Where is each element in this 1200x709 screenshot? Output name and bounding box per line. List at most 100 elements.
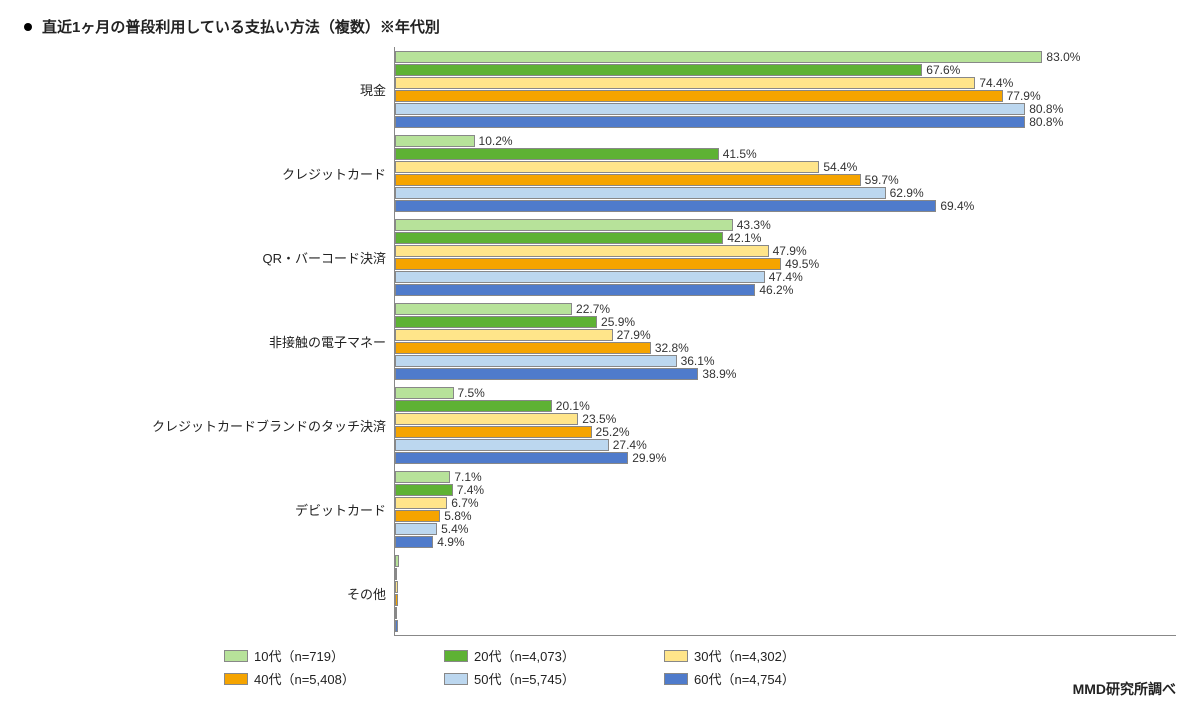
bar: [395, 568, 397, 580]
bar-value-label: 47.9%: [773, 245, 807, 257]
legend-swatch: [444, 650, 468, 662]
legend-item: 20代（n=4,073）: [444, 646, 664, 665]
bar-value-label: 7.5%: [458, 387, 485, 399]
legend-label: 40代（n=5,408）: [254, 669, 355, 688]
bar-row: 41.5%: [395, 147, 1176, 160]
bar: [395, 368, 698, 380]
bar-value-label: 42.1%: [727, 232, 761, 244]
legend-swatch: [664, 673, 688, 685]
bar: [395, 77, 975, 89]
bar: [395, 245, 769, 257]
bar-row: 47.9%: [395, 244, 1176, 257]
bar-row: 27.4%: [395, 438, 1176, 451]
bar: [395, 284, 755, 296]
category-label: クレジットカードブランドのタッチ決済: [24, 416, 394, 435]
bar: [395, 497, 447, 509]
bar-row: 27.9%: [395, 328, 1176, 341]
bar: [395, 607, 397, 619]
bar-value-label: 27.4%: [613, 439, 647, 451]
legend-label: 10代（n=719）: [254, 646, 344, 665]
bar-row: 20.1%: [395, 399, 1176, 412]
bar: [395, 187, 886, 199]
legend-item: 10代（n=719）: [224, 646, 444, 665]
bar-row: 10.2%: [395, 134, 1176, 147]
bar-value-label: 67.6%: [926, 64, 960, 76]
bar-row: 32.8%: [395, 341, 1176, 354]
bar: [395, 200, 936, 212]
bar-row: 43.3%: [395, 218, 1176, 231]
category-label: QR・バーコード決済: [24, 248, 394, 267]
bar-row: 7.1%: [395, 470, 1176, 483]
bar-value-label: 27.9%: [617, 329, 651, 341]
bar: [395, 452, 628, 464]
bar-value-label: 25.2%: [596, 426, 630, 438]
bar: [395, 258, 781, 270]
bar-value-label: 41.5%: [723, 148, 757, 160]
legend-label: 60代（n=4,754）: [694, 669, 795, 688]
bars-container: 7.1%7.4%6.7%5.8%5.4%4.9%: [394, 467, 1176, 551]
bar-row: [395, 580, 1176, 593]
bar-value-label: 25.9%: [601, 316, 635, 328]
legend-swatch: [224, 673, 248, 685]
category-group: クレジットカードブランドのタッチ決済7.5%20.1%23.5%25.2%27.…: [24, 383, 1176, 467]
legend-item: 50代（n=5,745）: [444, 669, 664, 688]
bar: [395, 316, 597, 328]
bar-row: 4.9%: [395, 535, 1176, 548]
bar: [395, 581, 398, 593]
bar-value-label: 74.4%: [979, 77, 1013, 89]
bullet-icon: [24, 23, 32, 31]
bar: [395, 116, 1025, 128]
bars-container: 10.2%41.5%54.4%59.7%62.9%69.4%: [394, 131, 1176, 215]
bar-row: 22.7%: [395, 302, 1176, 315]
bar-value-label: 69.4%: [940, 200, 974, 212]
bar-value-label: 22.7%: [576, 303, 610, 315]
bar-row: 25.2%: [395, 425, 1176, 438]
bar-value-label: 43.3%: [737, 219, 771, 231]
bar-chart: 現金83.0%67.6%74.4%77.9%80.8%80.8%クレジットカード…: [24, 47, 1176, 636]
bar-row: 25.9%: [395, 315, 1176, 328]
bar-row: [395, 619, 1176, 632]
category-group: 非接触の電子マネー22.7%25.9%27.9%32.8%36.1%38.9%: [24, 299, 1176, 383]
bar-row: 7.4%: [395, 483, 1176, 496]
bar-value-label: 7.1%: [454, 471, 481, 483]
legend-label: 20代（n=4,073）: [474, 646, 575, 665]
category-label: その他: [24, 584, 394, 603]
category-label: デビットカード: [24, 500, 394, 519]
bar-row: 62.9%: [395, 186, 1176, 199]
bar-value-label: 80.8%: [1029, 103, 1063, 115]
bar-value-label: 32.8%: [655, 342, 689, 354]
bars-container: [394, 551, 1176, 636]
bar: [395, 342, 651, 354]
bar: [395, 400, 552, 412]
bar-row: 46.2%: [395, 283, 1176, 296]
bar-row: 36.1%: [395, 354, 1176, 367]
category-label: 現金: [24, 80, 394, 99]
bar: [395, 536, 433, 548]
bar-row: [395, 554, 1176, 567]
bar: [395, 484, 453, 496]
bar-row: 5.8%: [395, 509, 1176, 522]
bar-row: 6.7%: [395, 496, 1176, 509]
bar-value-label: 5.4%: [441, 523, 468, 535]
bar: [395, 413, 578, 425]
bar-value-label: 36.1%: [681, 355, 715, 367]
source-credit: MMD研究所調べ: [1073, 679, 1176, 699]
bar-row: 83.0%: [395, 50, 1176, 63]
bar-row: 59.7%: [395, 173, 1176, 186]
chart-title: 直近1ヶ月の普段利用している支払い方法（複数）※年代別: [42, 16, 440, 37]
category-group: デビットカード7.1%7.4%6.7%5.8%5.4%4.9%: [24, 467, 1176, 551]
legend-swatch: [444, 673, 468, 685]
bar: [395, 103, 1025, 115]
bar: [395, 510, 440, 522]
bar-row: [395, 567, 1176, 580]
category-group: クレジットカード10.2%41.5%54.4%59.7%62.9%69.4%: [24, 131, 1176, 215]
bar: [395, 51, 1042, 63]
bar-value-label: 4.9%: [437, 536, 464, 548]
bar-row: 80.8%: [395, 102, 1176, 115]
legend: 10代（n=719）20代（n=4,073）30代（n=4,302）40代（n=…: [224, 644, 944, 690]
bar-value-label: 83.0%: [1046, 51, 1080, 63]
bar-row: 38.9%: [395, 367, 1176, 380]
bar-value-label: 47.4%: [769, 271, 803, 283]
bar-row: [395, 606, 1176, 619]
bar: [395, 148, 719, 160]
